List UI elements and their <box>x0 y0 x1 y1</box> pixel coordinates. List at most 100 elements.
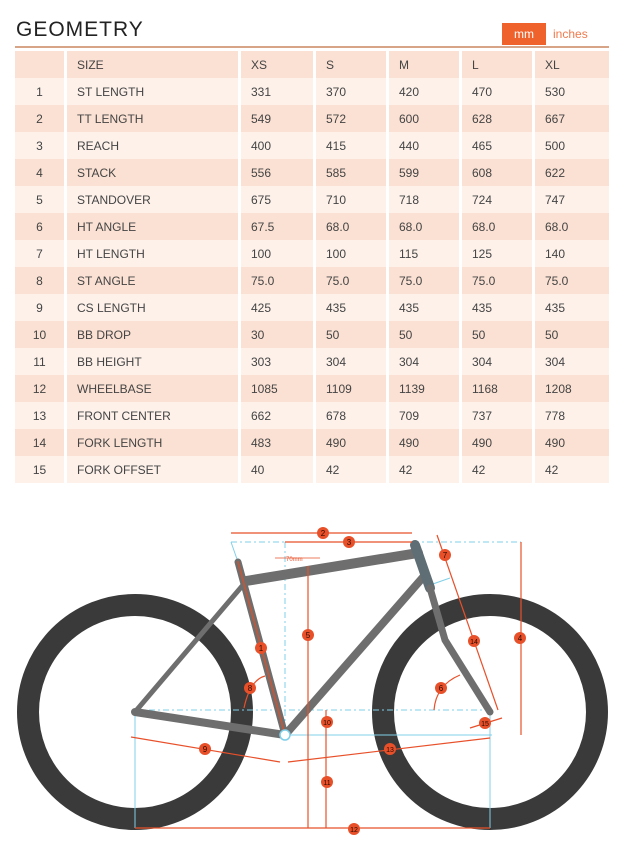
dimension-marker-10: 10 <box>321 716 333 728</box>
dimension-marker-9: 9 <box>199 743 211 755</box>
dimension-marker-4: 4 <box>514 632 526 644</box>
measurement-name: STACK <box>67 159 241 186</box>
measurement-value: 628 <box>462 105 535 132</box>
measurement-value: 678 <box>316 402 389 429</box>
measurement-value: 747 <box>535 186 609 213</box>
measurement-value: 1139 <box>389 375 462 402</box>
marker-circle <box>348 823 360 835</box>
table-row: 9 CS LENGTH 425 435 435 435 435 <box>15 294 609 321</box>
measurement-value: 675 <box>241 186 316 213</box>
measurement-name: REACH <box>67 132 241 159</box>
marker-circle <box>343 536 355 548</box>
row-number: 14 <box>15 429 67 456</box>
measurement-value: 68.0 <box>535 213 609 240</box>
marker-circle <box>435 682 447 694</box>
measurement-value: 600 <box>389 105 462 132</box>
measurement-value: 42 <box>316 456 389 483</box>
measurement-value: 304 <box>389 348 462 375</box>
row-number: 5 <box>15 186 67 213</box>
marker-circle <box>302 629 314 641</box>
marker-number: 15 <box>481 721 489 728</box>
marker-circle <box>244 682 256 694</box>
row-number: 3 <box>15 132 67 159</box>
measurement-name: WHEELBASE <box>67 375 241 402</box>
measurement-value: 370 <box>316 78 389 105</box>
measurement-value: 125 <box>462 240 535 267</box>
measurement-value: 50 <box>535 321 609 348</box>
measurement-value: 549 <box>241 105 316 132</box>
table-row: 13 FRONT CENTER 662 678 709 737 778 <box>15 402 609 429</box>
measurement-value: 490 <box>389 429 462 456</box>
measurement-value: 420 <box>389 78 462 105</box>
measurement-name: HT LENGTH <box>67 240 241 267</box>
measurement-value: 435 <box>389 294 462 321</box>
marker-number: 10 <box>323 720 331 727</box>
dimension-marker-14: 14 <box>468 635 480 647</box>
measurement-value: 440 <box>389 132 462 159</box>
table-row: 2 TT LENGTH 549 572 600 628 667 <box>15 105 609 132</box>
measurement-value: 662 <box>241 402 316 429</box>
geometry-table: SIZE XS S M L XL 1 ST LENGTH 331 370 420 470 530 2 TT … <box>15 51 609 483</box>
measurement-value: 68.0 <box>389 213 462 240</box>
divider <box>15 46 609 48</box>
table-row: 12 WHEELBASE 1085 1109 1139 1168 1208 <box>15 375 609 402</box>
table-header-row: SIZE XS S M L XL <box>15 51 609 78</box>
measurement-value: 67.5 <box>241 213 316 240</box>
marker-number: 4 <box>518 634 523 643</box>
frame <box>131 540 494 741</box>
measurement-value: 50 <box>389 321 462 348</box>
measurement-name: FORK OFFSET <box>67 456 241 483</box>
measurement-value: 483 <box>241 429 316 456</box>
measurement-value: 1109 <box>316 375 389 402</box>
measurement-value: 709 <box>389 402 462 429</box>
measurement-value: 140 <box>535 240 609 267</box>
marker-number: 12 <box>350 827 358 834</box>
dimension-marker-12: 12 <box>348 823 360 835</box>
measurement-value: 608 <box>462 159 535 186</box>
column-header <box>15 51 67 78</box>
dimension-marker-15: 15 <box>479 717 491 729</box>
measurement-value: 1085 <box>241 375 316 402</box>
row-number: 13 <box>15 402 67 429</box>
marker-circle <box>468 635 480 647</box>
marker-number: 11 <box>323 780 330 787</box>
measurement-value: 490 <box>535 429 609 456</box>
row-number: 8 <box>15 267 67 294</box>
dimension-marker-2: 2 <box>317 527 329 539</box>
row-number: 7 <box>15 240 67 267</box>
marker-number: 2 <box>321 529 326 538</box>
marker-circle <box>321 716 333 728</box>
table-row: 10 BB DROP 30 50 50 50 50 <box>15 321 609 348</box>
measurement-value: 75.0 <box>241 267 316 294</box>
dimension-marker-5: 5 <box>302 629 314 641</box>
measurement-value: 724 <box>462 186 535 213</box>
measurement-value: 435 <box>462 294 535 321</box>
measurement-value: 331 <box>241 78 316 105</box>
measurement-value: 470 <box>462 78 535 105</box>
measurement-value: 304 <box>316 348 389 375</box>
row-number: 6 <box>15 213 67 240</box>
measurement-value: 490 <box>462 429 535 456</box>
table-row: 5 STANDOVER 675 710 718 724 747 <box>15 186 609 213</box>
measurement-value: 115 <box>389 240 462 267</box>
measurement-value: 667 <box>535 105 609 132</box>
marker-number: 7 <box>443 551 448 560</box>
unit-mm-button[interactable]: mm <box>502 23 546 45</box>
dimension-marker-8: 8 <box>244 682 256 694</box>
measurement-value: 415 <box>316 132 389 159</box>
row-number: 9 <box>15 294 67 321</box>
row-number: 2 <box>15 105 67 132</box>
measurement-name: BB DROP <box>67 321 241 348</box>
row-number: 12 <box>15 375 67 402</box>
column-header: S <box>316 51 389 78</box>
measurement-value: 100 <box>241 240 316 267</box>
measurement-name: ST ANGLE <box>67 267 241 294</box>
unit-inches-button[interactable]: inches <box>553 27 588 41</box>
column-header: L <box>462 51 535 78</box>
measurement-value: 50 <box>316 321 389 348</box>
page-title: GEOMETRY <box>16 18 144 41</box>
measurement-value: 1208 <box>535 375 609 402</box>
measurement-value: 710 <box>316 186 389 213</box>
measurement-value: 585 <box>316 159 389 186</box>
